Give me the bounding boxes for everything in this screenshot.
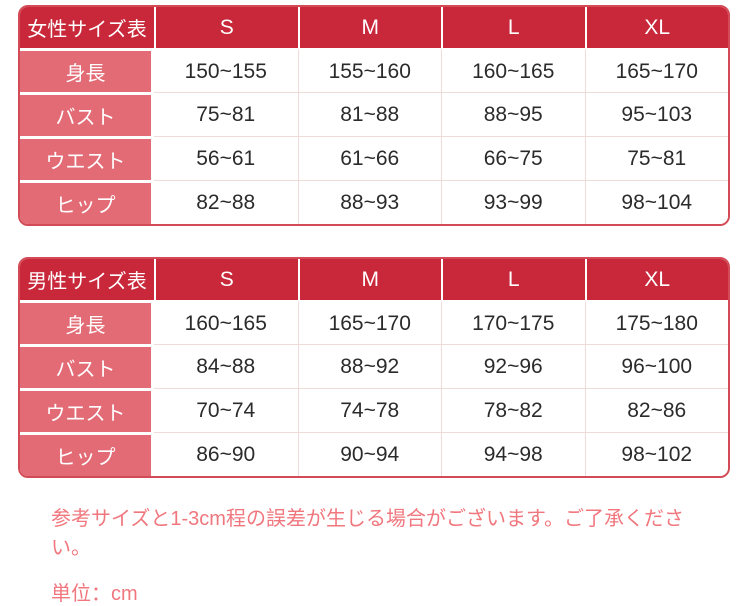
size-notes: 参考サイズと1-3cm程の誤差が生じる場合がございます。ご了承ください。 単位：… (18, 478, 732, 606)
size-value-cell: 82~86 (584, 388, 728, 432)
size-value-cell: 165~170 (584, 48, 728, 92)
size-value-cell: 98~104 (584, 180, 728, 224)
women-column-header-l: L (441, 7, 585, 48)
size-value-cell: 170~175 (441, 300, 585, 344)
size-value-cell: 92~96 (441, 344, 585, 388)
size-value-cell: 75~81 (584, 136, 728, 180)
size-value-cell: 96~100 (584, 344, 728, 388)
men-column-header-xl: XL (584, 259, 728, 300)
size-value-cell: 95~103 (584, 92, 728, 136)
row-label-height: 身長 (20, 300, 154, 344)
men-column-header-s: S (154, 259, 298, 300)
row-label-waist: ウエスト (20, 388, 154, 432)
size-value-cell: 94~98 (441, 432, 585, 476)
size-value-cell: 175~180 (584, 300, 728, 344)
size-value-cell: 78~82 (441, 388, 585, 432)
men-column-header-l: L (441, 259, 585, 300)
row-label-height: 身長 (20, 48, 154, 92)
men-row-hip: ヒップ 86~90 90~94 94~98 98~102 (20, 432, 728, 476)
women-header-row: 女性サイズ表 S M L XL (20, 7, 728, 48)
row-label-bust: バスト (20, 344, 154, 388)
size-value-cell: 150~155 (154, 48, 298, 92)
size-value-cell: 75~81 (154, 92, 298, 136)
size-value-cell: 165~170 (297, 300, 441, 344)
row-label-hip: ヒップ (20, 432, 154, 476)
size-value-cell: 90~94 (297, 432, 441, 476)
size-value-cell: 160~165 (441, 48, 585, 92)
men-row-waist: ウエスト 70~74 74~78 78~82 82~86 (20, 388, 728, 432)
size-value-cell: 98~102 (584, 432, 728, 476)
women-row-waist: ウエスト 56~61 61~66 66~75 75~81 (20, 136, 728, 180)
size-value-cell: 70~74 (154, 388, 298, 432)
size-value-cell: 61~66 (297, 136, 441, 180)
size-value-cell: 74~78 (297, 388, 441, 432)
size-table-women: 女性サイズ表 S M L XL 身長 150~155 155~160 160~1… (18, 5, 730, 226)
row-label-hip: ヒップ (20, 180, 154, 224)
size-value-cell: 160~165 (154, 300, 298, 344)
size-value-cell: 93~99 (441, 180, 585, 224)
women-row-hip: ヒップ 82~88 88~93 93~99 98~104 (20, 180, 728, 224)
women-column-header-m: M (297, 7, 441, 48)
size-value-cell: 81~88 (297, 92, 441, 136)
size-value-cell: 155~160 (297, 48, 441, 92)
women-column-header-xl: XL (584, 7, 728, 48)
size-value-cell: 88~93 (297, 180, 441, 224)
men-header-row: 男性サイズ表 S M L XL (20, 259, 728, 300)
men-table-title: 男性サイズ表 (20, 259, 154, 300)
size-value-cell: 84~88 (154, 344, 298, 388)
women-column-header-s: S (154, 7, 298, 48)
men-row-bust: バスト 84~88 88~92 92~96 96~100 (20, 344, 728, 388)
size-value-cell: 66~75 (441, 136, 585, 180)
women-row-bust: バスト 75~81 81~88 88~95 95~103 (20, 92, 728, 136)
size-value-cell: 86~90 (154, 432, 298, 476)
size-value-cell: 88~92 (297, 344, 441, 388)
size-value-cell: 82~88 (154, 180, 298, 224)
size-value-cell: 88~95 (441, 92, 585, 136)
women-table-title: 女性サイズ表 (20, 7, 154, 48)
size-table-men: 男性サイズ表 S M L XL 身長 160~165 165~170 170~1… (18, 257, 730, 478)
size-value-cell: 56~61 (154, 136, 298, 180)
women-row-height: 身長 150~155 155~160 160~165 165~170 (20, 48, 728, 92)
men-column-header-m: M (297, 259, 441, 300)
row-label-bust: バスト (20, 92, 154, 136)
unit-note: 単位：cm (51, 583, 138, 605)
men-row-height: 身長 160~165 165~170 170~175 175~180 (20, 300, 728, 344)
row-label-waist: ウエスト (20, 136, 154, 180)
tolerance-note: 参考サイズと1-3cm程の誤差が生じる場合がございます。ご了承ください。 (51, 508, 684, 559)
